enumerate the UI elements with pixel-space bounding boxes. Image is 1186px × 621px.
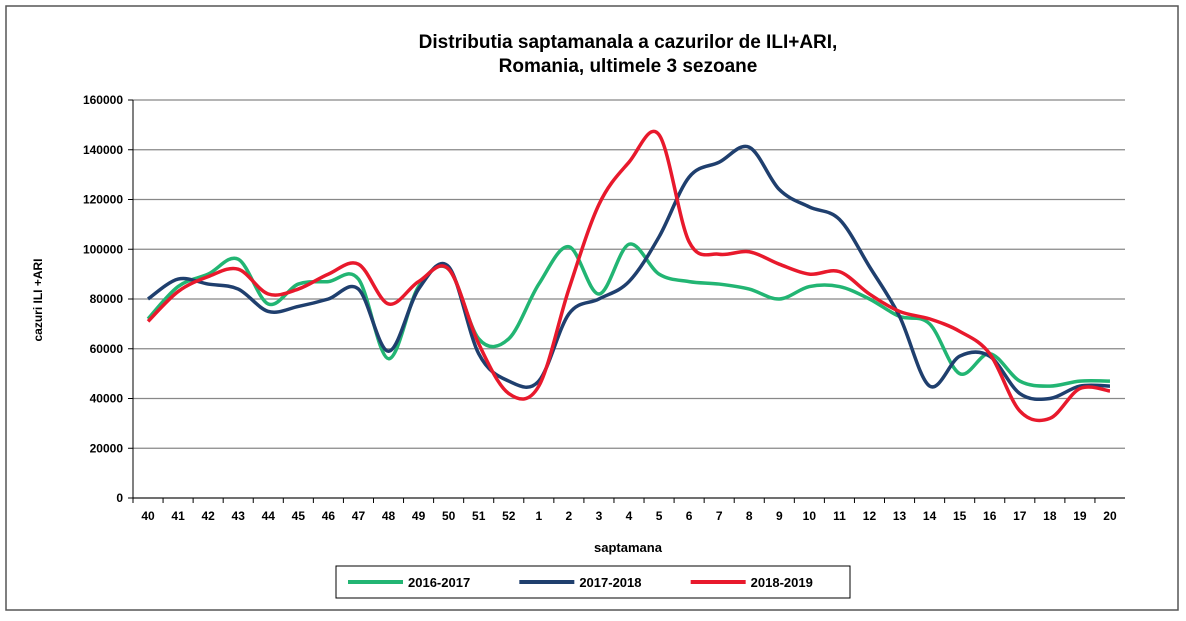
- x-tick-label: 17: [1013, 509, 1027, 523]
- x-axis-label: saptamana: [594, 540, 663, 555]
- x-tick-label: 8: [746, 509, 753, 523]
- legend-label: 2018-2019: [751, 575, 813, 590]
- x-tick-label: 44: [262, 509, 276, 523]
- x-tick-label: 9: [776, 509, 783, 523]
- x-tick-label: 49: [412, 509, 426, 523]
- x-tick-label: 6: [686, 509, 693, 523]
- x-tick-label: 41: [171, 509, 185, 523]
- x-tick-label: 20: [1103, 509, 1117, 523]
- x-tick-label: 46: [322, 509, 336, 523]
- y-tick-label: 20000: [90, 441, 124, 455]
- x-tick-label: 16: [983, 509, 997, 523]
- x-tick-label: 10: [803, 509, 817, 523]
- x-tick-label: 14: [923, 509, 937, 523]
- chart-frame: [5, 5, 1179, 611]
- series-line: [147, 144, 1111, 402]
- x-tick-label: 18: [1043, 509, 1057, 523]
- x-tick-label: 12: [863, 509, 877, 523]
- x-tick-label: 13: [893, 509, 907, 523]
- x-tick-label: 2: [566, 509, 573, 523]
- y-tick-label: 40000: [90, 392, 124, 406]
- x-tick-label: 5: [656, 509, 663, 523]
- x-tick-label: 3: [596, 509, 603, 523]
- x-tick-label: 1: [535, 509, 542, 523]
- x-tick-label: 7: [716, 509, 723, 523]
- y-tick-label: 60000: [90, 342, 124, 356]
- x-tick-label: 15: [953, 509, 967, 523]
- x-tick-label: 4: [626, 509, 633, 523]
- x-tick-label: 47: [352, 509, 366, 523]
- y-axis-label: cazuri ILI +ARI: [31, 258, 45, 341]
- y-tick-label: 140000: [83, 143, 123, 157]
- x-tick-label: 19: [1073, 509, 1087, 523]
- chart-title: Distributia saptamanala a cazurilor de I…: [419, 32, 838, 53]
- series-line: [146, 129, 1111, 423]
- x-tick-label: 48: [382, 509, 396, 523]
- x-tick-label: 45: [292, 509, 306, 523]
- legend-box: [335, 565, 851, 599]
- x-tick-label: 52: [502, 509, 516, 523]
- x-tick-label: 11: [833, 509, 846, 523]
- legend-label: 2016-2017: [408, 575, 470, 590]
- y-tick-label: 80000: [90, 292, 124, 306]
- y-tick-label: 120000: [83, 193, 123, 207]
- x-tick-label: 40: [141, 509, 155, 523]
- x-tick-label: 42: [201, 509, 215, 523]
- x-tick-label: 43: [232, 509, 246, 523]
- y-tick-label: 0: [116, 491, 123, 505]
- chart-title: Romania, ultimele 3 sezoane: [499, 56, 758, 77]
- x-tick-label: 50: [442, 509, 456, 523]
- y-tick-label: 160000: [83, 93, 123, 107]
- y-tick-label: 100000: [83, 242, 123, 256]
- x-tick-label: 51: [472, 509, 486, 523]
- legend-label: 2017-2018: [579, 575, 641, 590]
